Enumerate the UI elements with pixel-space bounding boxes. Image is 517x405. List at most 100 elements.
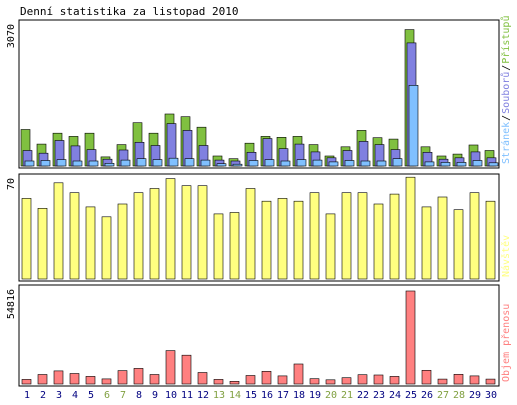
bar-visits-s0-day-25: [405, 176, 416, 280]
bar-volume-s0-day-21: [341, 377, 352, 385]
bar-traffic-s2-day-23: [376, 160, 387, 167]
bar-visits-s0-day-28: [453, 209, 464, 280]
legend-traffic-2: Stránek: [500, 122, 512, 164]
bar-volume-s0-day-25: [405, 290, 416, 385]
x-tick-label-day-10: 10: [165, 390, 177, 401]
bar-volume-s0-day-26: [421, 369, 432, 385]
bar-traffic-s2-day-15: [248, 160, 259, 167]
bar-volume-s0-day-20: [325, 379, 336, 385]
bar-visits-s0-day-18: [293, 200, 304, 280]
x-tick-label-day-2: 2: [40, 390, 46, 401]
x-tick-label-day-12: 12: [197, 390, 209, 401]
x-tick-label-day-24: 24: [389, 390, 401, 401]
bar-visits-s0-day-1: [21, 198, 32, 280]
bar-traffic-s2-day-7: [120, 159, 131, 167]
x-tick-label-day-11: 11: [181, 390, 193, 401]
legend-traffic-1: Souborů: [500, 72, 512, 114]
bar-traffic-s2-day-28: [456, 162, 467, 167]
x-tick-label-day-26: 26: [421, 390, 433, 401]
bar-traffic-s2-day-8: [136, 158, 147, 167]
bar-traffic-s2-day-25: [408, 85, 419, 167]
bar-volume-s0-day-11: [181, 354, 192, 385]
bar-visits-s0-day-7: [117, 203, 128, 280]
panel-frame-volume: [18, 284, 500, 387]
bar-volume-s0-day-17: [277, 375, 288, 385]
bar-volume-s0-day-10: [165, 350, 176, 385]
x-tick-label-day-3: 3: [56, 390, 62, 401]
bar-visits-s0-day-10: [165, 178, 176, 280]
x-tick-label-day-20: 20: [325, 390, 337, 401]
x-tick-label-day-27: 27: [437, 390, 449, 401]
bar-volume-s0-day-15: [245, 375, 256, 385]
bar-volume-s0-day-29: [469, 375, 480, 385]
bar-visits-s0-day-14: [229, 212, 240, 280]
bar-visits-s0-day-26: [421, 206, 432, 280]
bar-visits-s0-day-16: [261, 200, 272, 280]
x-tick-label-day-9: 9: [152, 390, 158, 401]
x-tick-label-day-8: 8: [136, 390, 142, 401]
bar-volume-s0-day-22: [357, 374, 368, 385]
x-tick-label-day-4: 4: [72, 390, 78, 401]
bar-traffic-s2-day-21: [344, 160, 355, 167]
bar-traffic-s2-day-6: [104, 163, 115, 167]
x-tick-label-day-14: 14: [229, 390, 241, 401]
x-tick-label-day-1: 1: [24, 390, 30, 401]
x-tick-label-day-19: 19: [309, 390, 321, 401]
legend-separator-traffic-1: /: [501, 115, 512, 121]
bar-volume-s0-day-12: [197, 372, 208, 385]
bar-volume-s0-day-18: [293, 363, 304, 385]
bar-visits-s0-day-5: [85, 206, 96, 280]
bar-visits-s0-day-11: [181, 185, 192, 280]
bar-traffic-s2-day-16: [264, 159, 275, 167]
bar-visits-s0-day-17: [277, 198, 288, 280]
bar-visits-s0-day-6: [101, 216, 112, 280]
bar-traffic-s2-day-24: [392, 158, 403, 167]
bar-traffic-s2-day-13: [216, 163, 227, 167]
bar-visits-s0-day-19: [309, 192, 320, 280]
bar-traffic-s2-day-22: [360, 160, 371, 167]
bar-traffic-s2-day-30: [488, 162, 499, 167]
bar-volume-s0-day-19: [309, 378, 320, 385]
bar-volume-s0-day-14: [229, 380, 240, 385]
bar-visits-s0-day-13: [213, 213, 224, 280]
legend-visits-0: Návštěv: [500, 235, 512, 277]
bar-volume-s0-day-2: [37, 374, 48, 385]
x-tick-label-day-28: 28: [453, 390, 465, 401]
x-tick-label-day-18: 18: [293, 390, 305, 401]
x-tick-label-day-7: 7: [120, 390, 126, 401]
bar-traffic-s2-day-18: [296, 159, 307, 167]
bar-volume-s0-day-1: [21, 379, 32, 385]
bar-traffic-s2-day-11: [184, 158, 195, 167]
bar-visits-s0-day-9: [149, 188, 160, 280]
x-tick-label-day-15: 15: [245, 390, 257, 401]
bar-visits-s0-day-8: [133, 192, 144, 280]
bar-visits-s0-day-2: [37, 208, 48, 280]
panel-frame-traffic: [18, 19, 500, 169]
bar-traffic-s2-day-3: [56, 159, 67, 167]
panel-frame-visits: [18, 173, 500, 282]
bar-volume-s0-day-9: [149, 374, 160, 385]
x-tick-label-day-13: 13: [213, 390, 225, 401]
x-tick-label-day-25: 25: [405, 390, 417, 401]
bar-traffic-s2-day-10: [168, 157, 179, 167]
bar-traffic-s2-day-20: [328, 161, 339, 167]
bar-visits-s0-day-20: [325, 213, 336, 280]
chart-title: Denní statistika za listopad 2010: [20, 5, 239, 18]
bar-visits-s0-day-30: [485, 200, 496, 280]
x-tick-label-day-22: 22: [357, 390, 369, 401]
bar-traffic-s2-day-5: [88, 160, 99, 167]
bar-traffic-s2-day-12: [200, 159, 211, 167]
x-tick-label-day-6: 6: [104, 390, 110, 401]
bar-visits-s0-day-23: [373, 203, 384, 280]
bar-visits-s0-day-29: [469, 192, 480, 280]
x-tick-label-day-23: 23: [373, 390, 385, 401]
x-tick-label-day-21: 21: [341, 390, 353, 401]
legend-volume-0: Objem přenosu: [500, 304, 512, 382]
bar-traffic-s2-day-27: [440, 162, 451, 167]
bar-volume-s0-day-4: [69, 373, 80, 385]
bar-visits-s0-day-27: [437, 196, 448, 280]
bar-traffic-s2-day-14: [232, 163, 243, 167]
bar-traffic-s2-day-17: [280, 160, 291, 167]
x-tick-label-day-17: 17: [277, 390, 289, 401]
